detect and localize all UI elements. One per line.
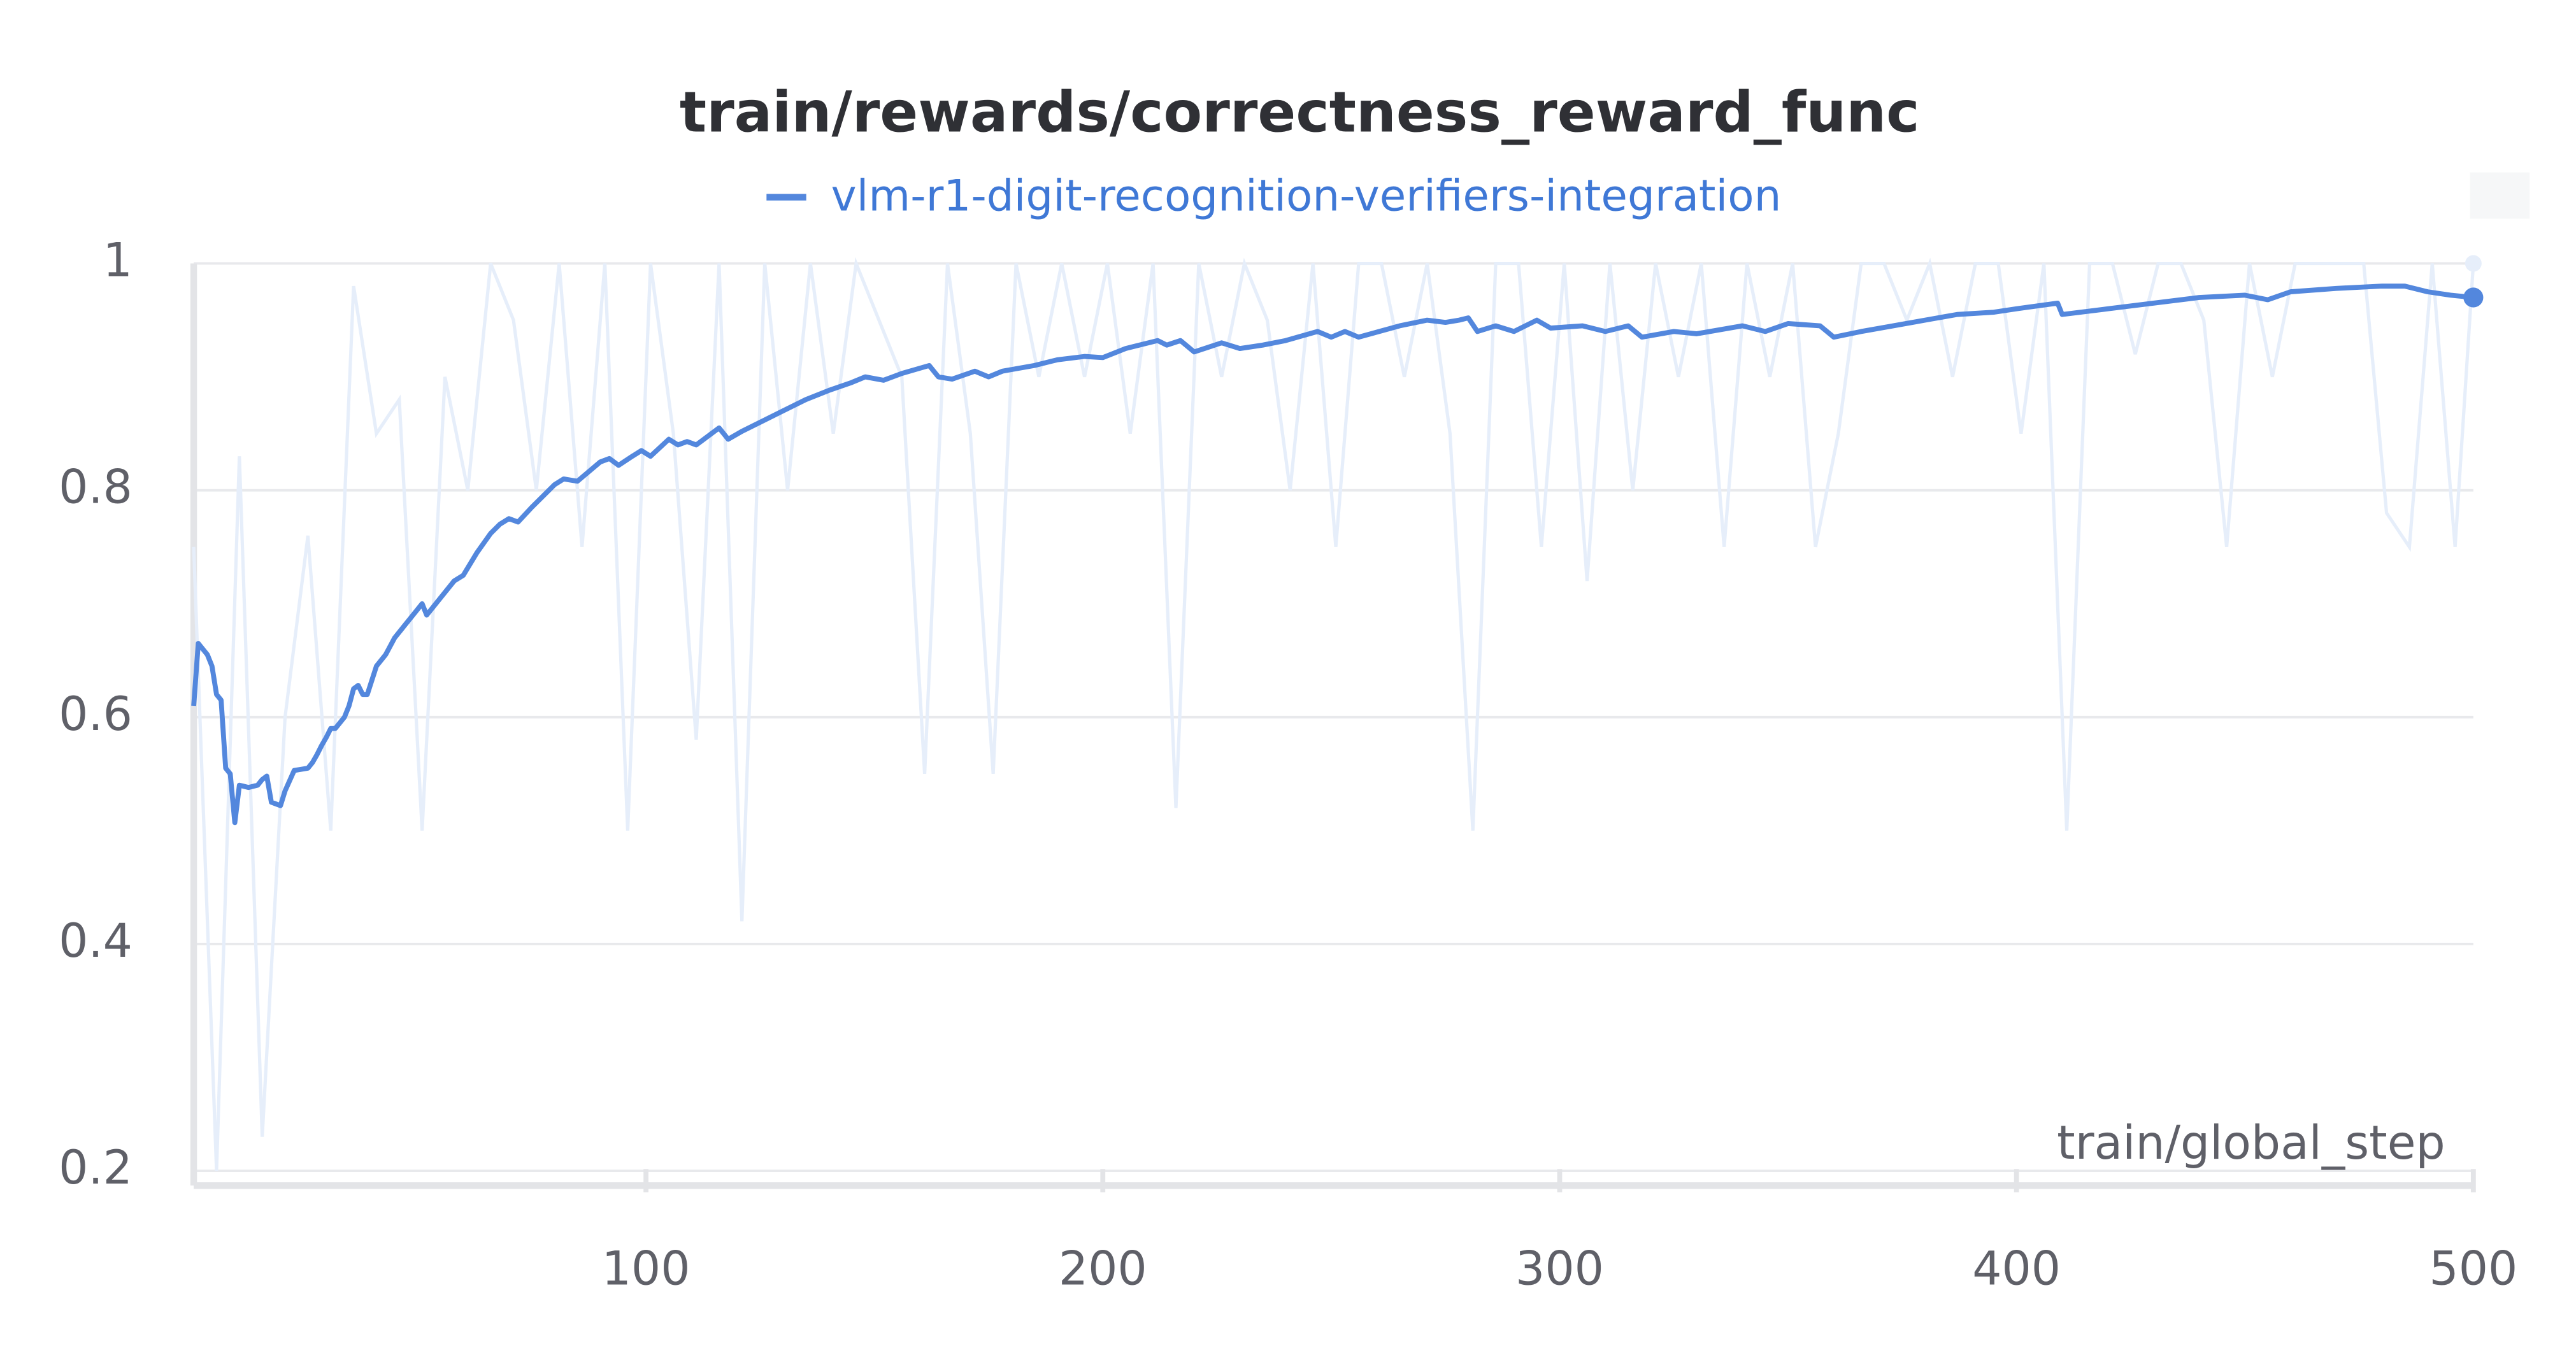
- x-tick-label: 400: [1972, 1242, 2061, 1296]
- y-tick-label: 0.2: [59, 1141, 132, 1195]
- end-point: [2463, 287, 2484, 308]
- x-tick-label: 200: [1059, 1242, 1147, 1296]
- smoothed-line: [191, 283, 2474, 826]
- x-axis-label: train/global_step: [2057, 1116, 2445, 1170]
- legend-label[interactable]: vlm-r1-digit-recognition-verifiers-integ…: [831, 171, 1782, 221]
- x-tick-label: 300: [1515, 1242, 1604, 1296]
- x-tick-label: 100: [602, 1242, 691, 1296]
- x-tick-label: 500: [2429, 1242, 2517, 1296]
- raw-line: [192, 257, 2475, 1171]
- y-tick-label: 0.4: [59, 914, 132, 968]
- y-tick-label: 1: [103, 234, 132, 288]
- chart-title: train/rewards/correctness_reward_func: [680, 80, 1920, 145]
- panel-control[interactable]: [2470, 172, 2530, 219]
- raw-end-point: [2465, 255, 2482, 272]
- y-tick-label: 0.8: [59, 461, 132, 515]
- y-tick-label: 0.6: [59, 687, 132, 741]
